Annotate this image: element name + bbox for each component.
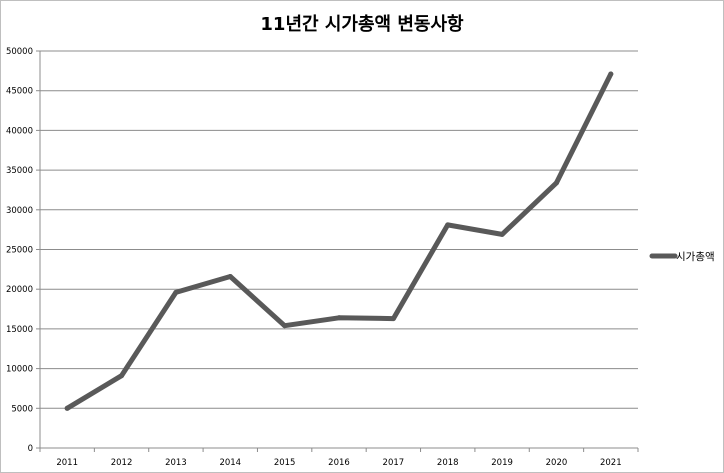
chart-title: 11년간 시가총액 변동사항	[260, 14, 464, 35]
x-tick-label: 2018	[437, 458, 459, 468]
x-tick-label: 2013	[165, 458, 187, 468]
x-tick-label: 2012	[111, 458, 133, 468]
data-point	[445, 222, 451, 228]
y-tick-label: 50000	[6, 47, 33, 57]
y-tick-label: 10000	[6, 365, 33, 375]
legend: 시가총액	[649, 251, 715, 263]
x-tick-label: 2011	[56, 458, 78, 468]
y-tick-label: 35000	[6, 166, 33, 176]
series-lines	[64, 71, 614, 411]
y-tick-label: 25000	[6, 246, 33, 256]
x-tick-label: 2020	[546, 458, 568, 468]
x-tick-label: 2015	[274, 458, 296, 468]
data-point	[499, 231, 505, 237]
x-tick-label: 2016	[328, 458, 350, 468]
y-tick-label: 40000	[6, 126, 33, 136]
y-tick-label: 5000	[11, 404, 33, 414]
y-tick-label: 45000	[6, 87, 33, 97]
y-tick-label: 30000	[6, 206, 33, 216]
data-point	[227, 273, 233, 279]
axes	[39, 51, 639, 452]
y-axis-tick-labels: 0 5000 10000 15000 20000 25000 30000 35000 40000…	[6, 47, 33, 454]
y-tick-label: 15000	[6, 325, 33, 335]
x-tick-label: 2017	[383, 458, 405, 468]
y-tick-label: 0	[28, 444, 33, 454]
gridlines	[36, 50, 638, 449]
x-tick-label: 2014	[219, 458, 241, 468]
x-tick-label: 2021	[600, 458, 622, 468]
data-point	[390, 316, 396, 322]
data-point	[608, 71, 614, 77]
data-point	[336, 315, 342, 321]
data-point	[282, 323, 288, 329]
x-tick-label: 2019	[491, 458, 513, 468]
y-tick-label: 20000	[6, 285, 33, 295]
legend-label: 시가총액	[676, 251, 715, 263]
data-point	[173, 289, 179, 295]
data-point	[553, 180, 559, 186]
x-axis-tick-labels: 2011 2012 2013 2014 2015 2016 2017 2018 2019 2020…	[56, 458, 621, 468]
series-line	[64, 71, 614, 411]
data-point	[64, 405, 70, 411]
data-point	[119, 373, 125, 379]
